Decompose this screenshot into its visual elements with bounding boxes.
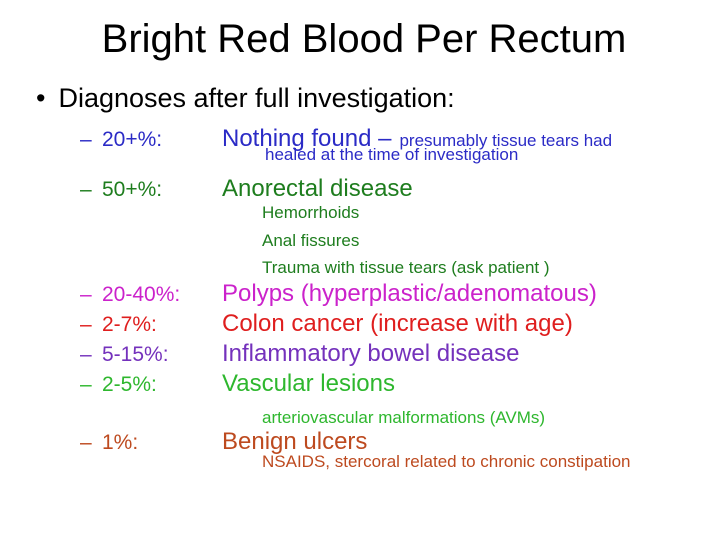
subitem-nsaids: NSAIDS, stercoral related to chronic con…: [262, 452, 631, 471]
percentage-label: 20+%:: [102, 128, 163, 151]
diagnosis-text: Vascular lesions: [222, 370, 395, 397]
diagnosis-row-anorectal: – 50+%: Anorectal disease: [80, 175, 728, 204]
intro-text: Diagnoses after full investigation:: [58, 83, 455, 113]
diagnosis-text: Anorectal disease: [222, 175, 413, 202]
diagnosis-row-ibd: – 5-15%: Inflammatory bowel disease: [80, 340, 728, 369]
diagnosis-main: Nothing found –: [222, 125, 392, 152]
diagnosis-text: Benign ulcers: [222, 428, 368, 455]
dash-bullet-icon: –: [80, 283, 92, 306]
dash-bullet-icon: –: [80, 373, 92, 396]
subitem-hemorrhoids: Hemorrhoids: [262, 203, 360, 222]
round-bullet-icon: •: [36, 83, 46, 113]
diagnosis-text: Colon cancer (increase with age): [222, 310, 573, 337]
subitem-trauma: Trauma with tissue tears (ask patient ): [262, 258, 550, 277]
subitem-avms: arteriovascular malformations (AVMs): [262, 408, 546, 427]
percentage-label: 5-15%:: [102, 343, 169, 366]
percentage-label: 20-40%:: [102, 283, 181, 306]
continuation-healed: healed at the time of investigation: [265, 145, 519, 164]
diagnosis-row-vascular: – 2-5%: Vascular lesions: [80, 370, 728, 399]
diagnosis-text: Polyps (hyperplastic/adenomatous): [222, 280, 597, 307]
dash-bullet-icon: –: [80, 178, 92, 201]
percentage-label: 1%:: [102, 431, 139, 454]
slide-title: Bright Red Blood Per Rectum: [101, 17, 627, 61]
dash-bullet-icon: –: [80, 128, 92, 151]
diagnosis-text: Inflammatory bowel disease: [222, 340, 520, 367]
diagnosis-row-benign-ulcers: – 1%: Benign ulcers: [80, 428, 728, 457]
diagnosis-note: presumably tissue tears had: [399, 131, 613, 150]
percentage-label: 50+%:: [102, 178, 163, 201]
percentage-label: 2-5%:: [102, 373, 157, 396]
dash-bullet-icon: –: [80, 343, 92, 366]
diagnosis-row-colon-cancer: – 2-7%: Colon cancer (increase with age): [80, 310, 728, 339]
diagnosis-row-polyps: – 20-40%: Polyps (hyperplastic/adenomato…: [80, 280, 728, 309]
subitem-anal-fissures: Anal fissures: [262, 231, 360, 250]
percentage-label: 2-7%:: [102, 313, 157, 336]
dash-bullet-icon: –: [80, 313, 92, 336]
diagnosis-row-nothing-found: – 20+%: Nothing found – presumably tissue…: [80, 125, 728, 154]
intro-bullet-line: • Diagnoses after full investigation:: [36, 82, 455, 114]
diagnosis-text: Nothing found – presumably tissue tears h…: [222, 125, 612, 154]
dash-bullet-icon: –: [80, 431, 92, 454]
